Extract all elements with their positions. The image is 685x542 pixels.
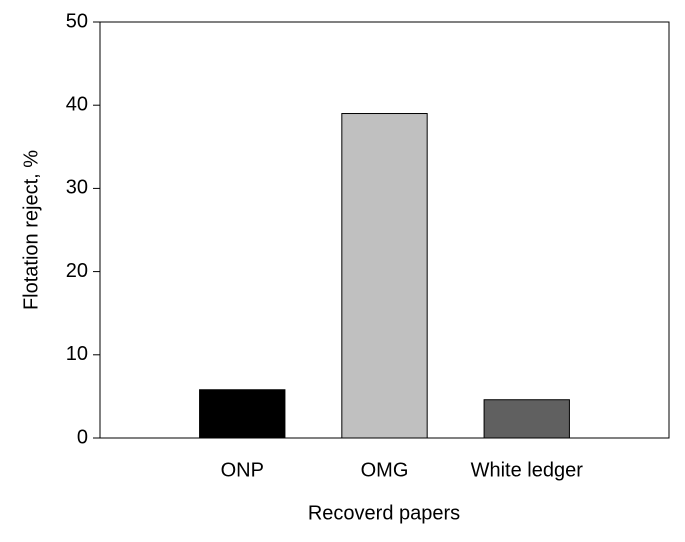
bar <box>199 389 286 439</box>
bar <box>483 399 570 439</box>
x-tick-label: White ledger <box>471 459 584 481</box>
y-tick-label: 0 <box>77 426 88 448</box>
bar <box>341 113 428 439</box>
y-tick-label: 20 <box>66 260 88 282</box>
x-tick-label: ONP <box>221 459 264 481</box>
x-axis-label: Recoverd papers <box>308 502 460 524</box>
y-axis-label: Flotation reject, % <box>20 150 42 310</box>
x-tick-label: OMG <box>361 459 409 481</box>
y-tick-label: 50 <box>66 10 88 32</box>
y-tick-label: 30 <box>66 177 88 199</box>
y-tick-label: 40 <box>66 93 88 115</box>
y-tick-label: 10 <box>66 343 88 365</box>
